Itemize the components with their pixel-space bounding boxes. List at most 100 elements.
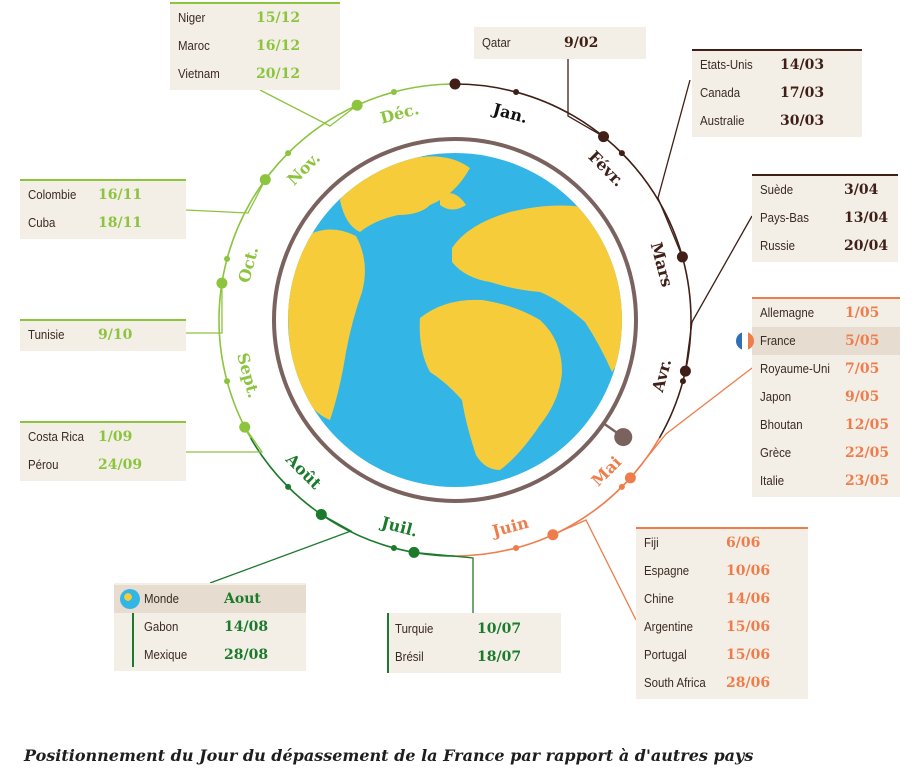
country-name: Niger <box>178 10 206 25</box>
globe-land-west <box>288 229 365 420</box>
country-box-may: Allemagne 1/05 France 5/05 Royaume-Uni 7/05 Ja… <box>736 297 900 497</box>
country-box-mar: Etats-Unis 14/03 Canada 17/03 Australie 30/03 <box>692 49 862 137</box>
country-name: Bhoutan <box>760 417 803 432</box>
table-row: Australie 30/03 <box>692 107 862 135</box>
country-name: Royaume-Uni <box>760 361 830 376</box>
table-row: Turquie 10/07 <box>387 615 561 643</box>
box-rule <box>636 527 808 529</box>
country-name: Grèce <box>760 445 792 460</box>
country-name: Maroc <box>178 38 210 53</box>
country-name: Costa Rica <box>28 429 84 444</box>
country-box-qatar: Qatar 9/02 <box>474 27 646 59</box>
country-name: Australie <box>700 113 745 128</box>
date-marker <box>676 251 688 263</box>
country-name: Tunisie <box>28 327 65 342</box>
leader-line <box>259 89 358 127</box>
date-marker <box>408 546 420 558</box>
date-marker <box>216 277 228 289</box>
ring-dot <box>224 378 231 385</box>
table-row: Fiji 6/06 <box>636 529 808 557</box>
country-box-dec: Niger 15/12 Maroc 16/12 Vietnam 20/12 <box>170 2 340 90</box>
date-value: 9/02 <box>564 35 599 51</box>
leader-line <box>552 519 637 621</box>
country-name: Canada <box>700 85 741 100</box>
globe <box>288 153 622 487</box>
table-row: Chine 14/06 <box>636 585 808 613</box>
country-name: Russie <box>760 238 795 253</box>
ring-dot <box>618 483 625 490</box>
date-value: Aout <box>224 591 261 607</box>
month-label: Juin <box>488 513 531 542</box>
date-marker <box>315 508 327 520</box>
country-name: Brésil <box>395 649 424 664</box>
leader-line <box>629 367 753 479</box>
table-row: South Africa 28/06 <box>636 669 808 697</box>
box-rule <box>387 613 389 673</box>
date-value: 18/11 <box>98 215 143 231</box>
date-marker <box>351 99 363 111</box>
country-box-oct: Tunisie 9/10 <box>20 319 186 351</box>
country-name: Italie <box>760 473 785 488</box>
country-name: Colombie <box>28 187 77 202</box>
date-value: 3/04 <box>844 182 879 198</box>
date-value: 9/10 <box>98 327 133 343</box>
country-name: Pays-Bas <box>760 210 809 225</box>
country-name: Qatar <box>482 35 511 50</box>
leader-line <box>185 179 266 214</box>
date-value: 9/05 <box>845 389 880 405</box>
table-row: France 5/05 <box>752 327 900 355</box>
table-row: Grèce 22/05 <box>752 439 900 467</box>
country-name: Portugal <box>644 647 687 662</box>
table-row: Pays-Bas 13/04 <box>752 204 898 232</box>
leader-line <box>684 215 753 372</box>
month-label: Juil. <box>377 512 420 540</box>
month-label: Mars <box>647 240 677 289</box>
month-label: Jan. <box>489 99 530 127</box>
table-row: Espagne 10/06 <box>636 557 808 585</box>
date-marker <box>624 472 636 484</box>
country-box-apr: Suède 3/04 Pays-Bas 13/04 Russie 20/04 <box>752 174 898 262</box>
country-box-jun: Fiji 6/06 Espagne 10/06 Chine 14/06 Argentine 1… <box>636 527 808 699</box>
date-value: 10/06 <box>726 563 771 579</box>
table-row: Canada 17/03 <box>692 79 862 107</box>
country-box-sep: Costa Rica 1/09 Pérou 24/09 <box>20 421 186 481</box>
table-row: Vietnam 20/12 <box>170 60 340 88</box>
date-value: 1/09 <box>98 429 133 445</box>
box-rule <box>20 179 186 181</box>
date-value: 13/04 <box>844 210 889 226</box>
country-name: Chine <box>644 591 674 606</box>
table-row: Allemagne 1/05 <box>752 299 900 327</box>
box-rule <box>752 174 898 176</box>
country-name: Suède <box>760 182 794 197</box>
chart-caption: Positionnement du Jour du dépassement de… <box>24 746 754 765</box>
country-name: Espagne <box>644 563 690 578</box>
date-value: 15/12 <box>256 10 301 26</box>
date-value: 24/09 <box>98 457 143 473</box>
ring-dot <box>390 89 397 96</box>
date-value: 17/03 <box>780 85 825 101</box>
country-name: Cuba <box>28 215 56 230</box>
country-name: Allemagne <box>760 305 815 320</box>
table-row: Bhoutan 12/05 <box>752 411 900 439</box>
table-row: Niger 15/12 <box>170 4 340 32</box>
country-name: South Africa <box>644 675 706 690</box>
box-rule <box>20 319 186 321</box>
month-label: Déc. <box>378 99 421 128</box>
table-row: Tunisie 9/10 <box>20 321 186 349</box>
globe-land-north <box>340 156 470 232</box>
country-name: Japon <box>760 389 792 404</box>
date-value: 22/05 <box>845 445 890 461</box>
leader-line <box>186 426 264 453</box>
date-value: 10/07 <box>477 621 522 637</box>
box-rule <box>132 613 134 667</box>
table-row: Pérou 24/09 <box>20 451 186 479</box>
country-box-nov: Colombie 16/11 Cuba 18/11 <box>20 179 186 239</box>
table-row: Gabon 14/08 <box>114 613 306 641</box>
france-flag-icon <box>736 332 754 350</box>
date-marker <box>239 421 251 433</box>
ring-dot <box>285 483 292 490</box>
ring-dot <box>513 89 520 96</box>
ring-dot <box>618 150 625 157</box>
box-rule <box>20 421 186 423</box>
